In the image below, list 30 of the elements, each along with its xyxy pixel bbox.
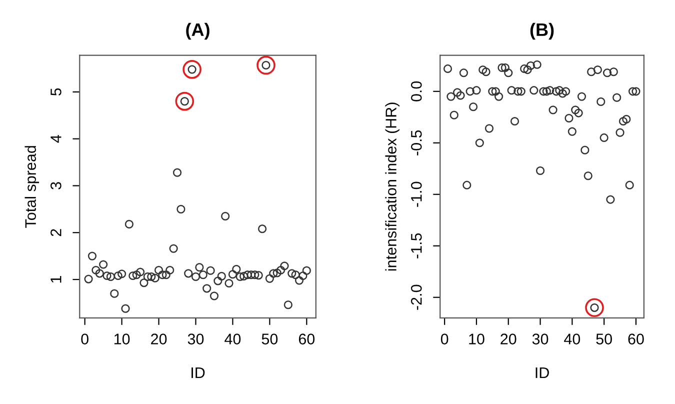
y-tick-label: 5: [50, 88, 62, 96]
y-tick-label: 0.0: [410, 81, 422, 102]
y-tick-label: -1.0: [410, 182, 422, 207]
x-tick-label: 50: [262, 334, 278, 344]
x-tick-label: 30: [532, 334, 548, 344]
x-tick-label: 0: [440, 334, 448, 344]
y-axis-title: intensification index (HR): [385, 102, 400, 271]
x-tick-label: 40: [564, 334, 580, 344]
y-tick-label: 3: [50, 182, 62, 190]
x-axis-title: ID: [192, 367, 205, 378]
x-tick-label: 20: [500, 334, 516, 344]
y-tick-label: 2: [50, 229, 62, 236]
x-tick-label: 10: [469, 334, 484, 344]
x-tick-label: 0: [81, 334, 88, 344]
x-tick-label: 10: [114, 334, 130, 344]
y-tick-label: -1.5: [411, 233, 422, 258]
x-tick-label: 20: [151, 334, 167, 344]
y-tick-label: 4: [50, 135, 62, 143]
y-tick-label: 1: [50, 276, 62, 283]
y-axis-title: Total spread: [24, 146, 40, 228]
x-tick-label: 30: [188, 334, 204, 344]
y-tick-label: -0.5: [410, 130, 422, 156]
chart-title: (B): [530, 22, 554, 40]
x-tick-label: 60: [628, 334, 644, 344]
x-axis-title: ID: [536, 367, 549, 378]
x-tick-label: 40: [224, 334, 241, 344]
x-tick-label: 50: [596, 334, 612, 344]
y-tick-label: -2.0: [410, 284, 422, 310]
chart-title: (A): [186, 22, 210, 40]
x-tick-label: 60: [298, 334, 315, 344]
